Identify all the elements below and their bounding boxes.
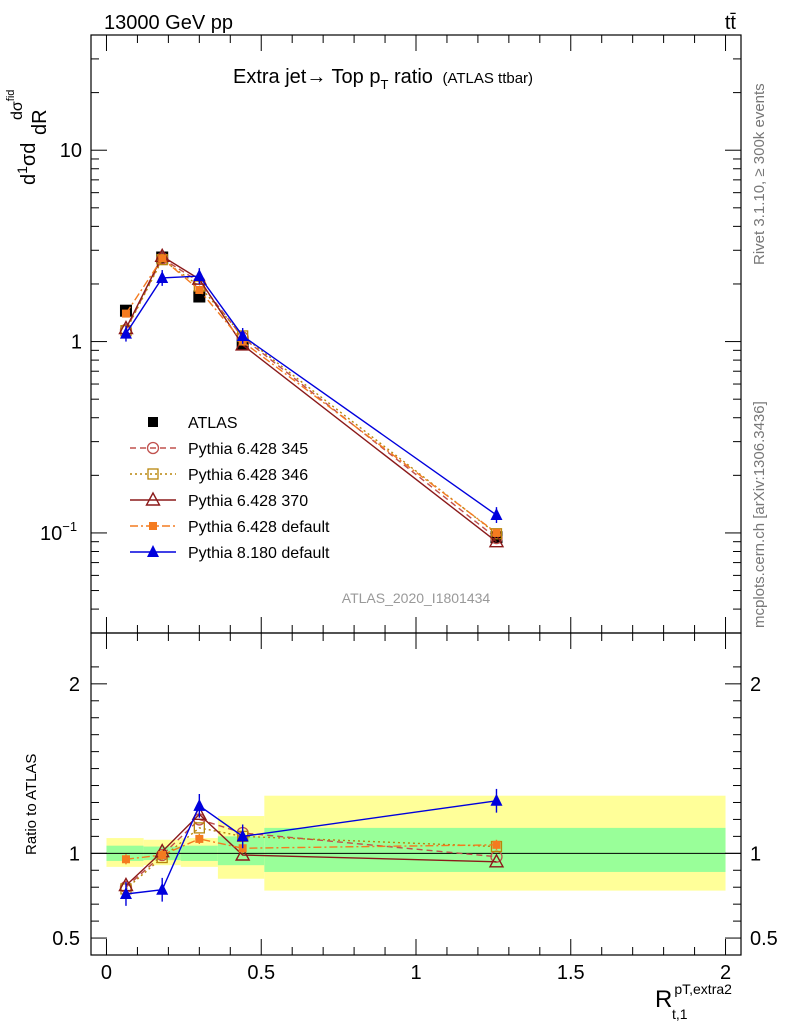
ratio-plot: 0 0.5 1 1.5 2 0.5 0.5 1 1 2 2 (52, 632, 778, 984)
legend-label: Pythia 8.180 default (188, 545, 330, 562)
series-line (125, 257, 497, 534)
series-line (125, 275, 497, 516)
svg-text:d1σd: d1σd (14, 143, 40, 185)
data-point (193, 269, 206, 282)
energy-label: 13000 GeV pp (104, 12, 233, 34)
ratio-y-tick-label-right: 2 (750, 674, 761, 696)
data-point (490, 528, 503, 540)
main-y-tick-label: 1 (71, 332, 82, 354)
svg-text:dσfid: dσfid (5, 90, 26, 120)
legend: ATLAS Pythia 6.428 345 Pythia 6.428 346 Pyt… (130, 415, 330, 562)
data-point (195, 834, 204, 843)
data-point (147, 468, 159, 480)
data-point (146, 441, 160, 455)
svg-text:dR: dR (29, 109, 51, 135)
data-point (236, 829, 249, 842)
main-frame (90, 34, 742, 634)
series-line (125, 255, 497, 543)
legend-label: Pythia 6.428 346 (188, 467, 308, 484)
legend-label: Pythia 6.428 345 (188, 441, 308, 458)
data-point (488, 853, 505, 868)
data-point (193, 822, 205, 834)
main-plot: 10−1 1 10 (40, 34, 742, 634)
data-point (193, 798, 206, 811)
uncertainty-band-green (264, 827, 726, 872)
data-point (492, 528, 501, 537)
data-point (234, 846, 251, 861)
data-point (156, 270, 169, 283)
ratio-y-axis-label: Ratio to ATLAS (23, 754, 40, 855)
chart-title: Extra jet→ Top pT ratio (ATLAS ttbar) (233, 66, 533, 92)
data-point (490, 793, 503, 806)
x-tick-label: 1.5 (557, 962, 585, 984)
ratio-frame (90, 632, 742, 956)
legend-label: Pythia 6.428 370 (188, 493, 308, 510)
ratio-series-line (125, 818, 497, 888)
x-tick-label: 2 (720, 962, 731, 984)
data-point (195, 286, 204, 295)
x-tick-label: 0.5 (247, 962, 275, 984)
analysis-id-label: ATLAS_2020_I1801434 (342, 590, 491, 606)
data-point (490, 508, 503, 521)
ratio-series-line (125, 827, 497, 890)
data-point (158, 851, 167, 860)
main-y-axis-label: d1σd dσfid dR (5, 90, 51, 185)
ratio-y-tick-label-right: 1 (750, 843, 761, 865)
legend-label: Pythia 6.428 default (188, 519, 330, 536)
data-point (147, 545, 159, 557)
legend-label: ATLAS (188, 415, 238, 432)
data-point (236, 328, 249, 341)
ratio-y-tick-label-right: 0.5 (750, 928, 778, 950)
x-tick-label: 0 (101, 962, 112, 984)
process-label: tt̄ (725, 12, 737, 34)
data-point (492, 840, 501, 849)
data-point (149, 522, 157, 530)
data-point (488, 533, 505, 548)
data-point (145, 491, 161, 506)
x-tick-label: 1 (410, 962, 421, 984)
ratio-y-tick-label: 0.5 (52, 928, 80, 950)
data-point (119, 886, 132, 899)
ratio-y-tick-label: 2 (69, 674, 80, 696)
rivet-label: Rivet 3.1.10, ≥ 300k events (751, 83, 768, 265)
mcplots-label: mcplots.cern.ch [arXiv:1306.3436] (751, 401, 768, 628)
main-y-tick-label: 10 (60, 140, 82, 162)
ratio-y-tick-label: 1 (69, 843, 80, 865)
data-point (148, 417, 158, 427)
main-y-tick-label: 10−1 (40, 519, 77, 545)
series-line (125, 258, 497, 535)
data-point (158, 254, 167, 263)
data-point (119, 326, 132, 339)
data-point (121, 309, 130, 318)
data-point (121, 855, 130, 864)
data-point (156, 882, 169, 895)
